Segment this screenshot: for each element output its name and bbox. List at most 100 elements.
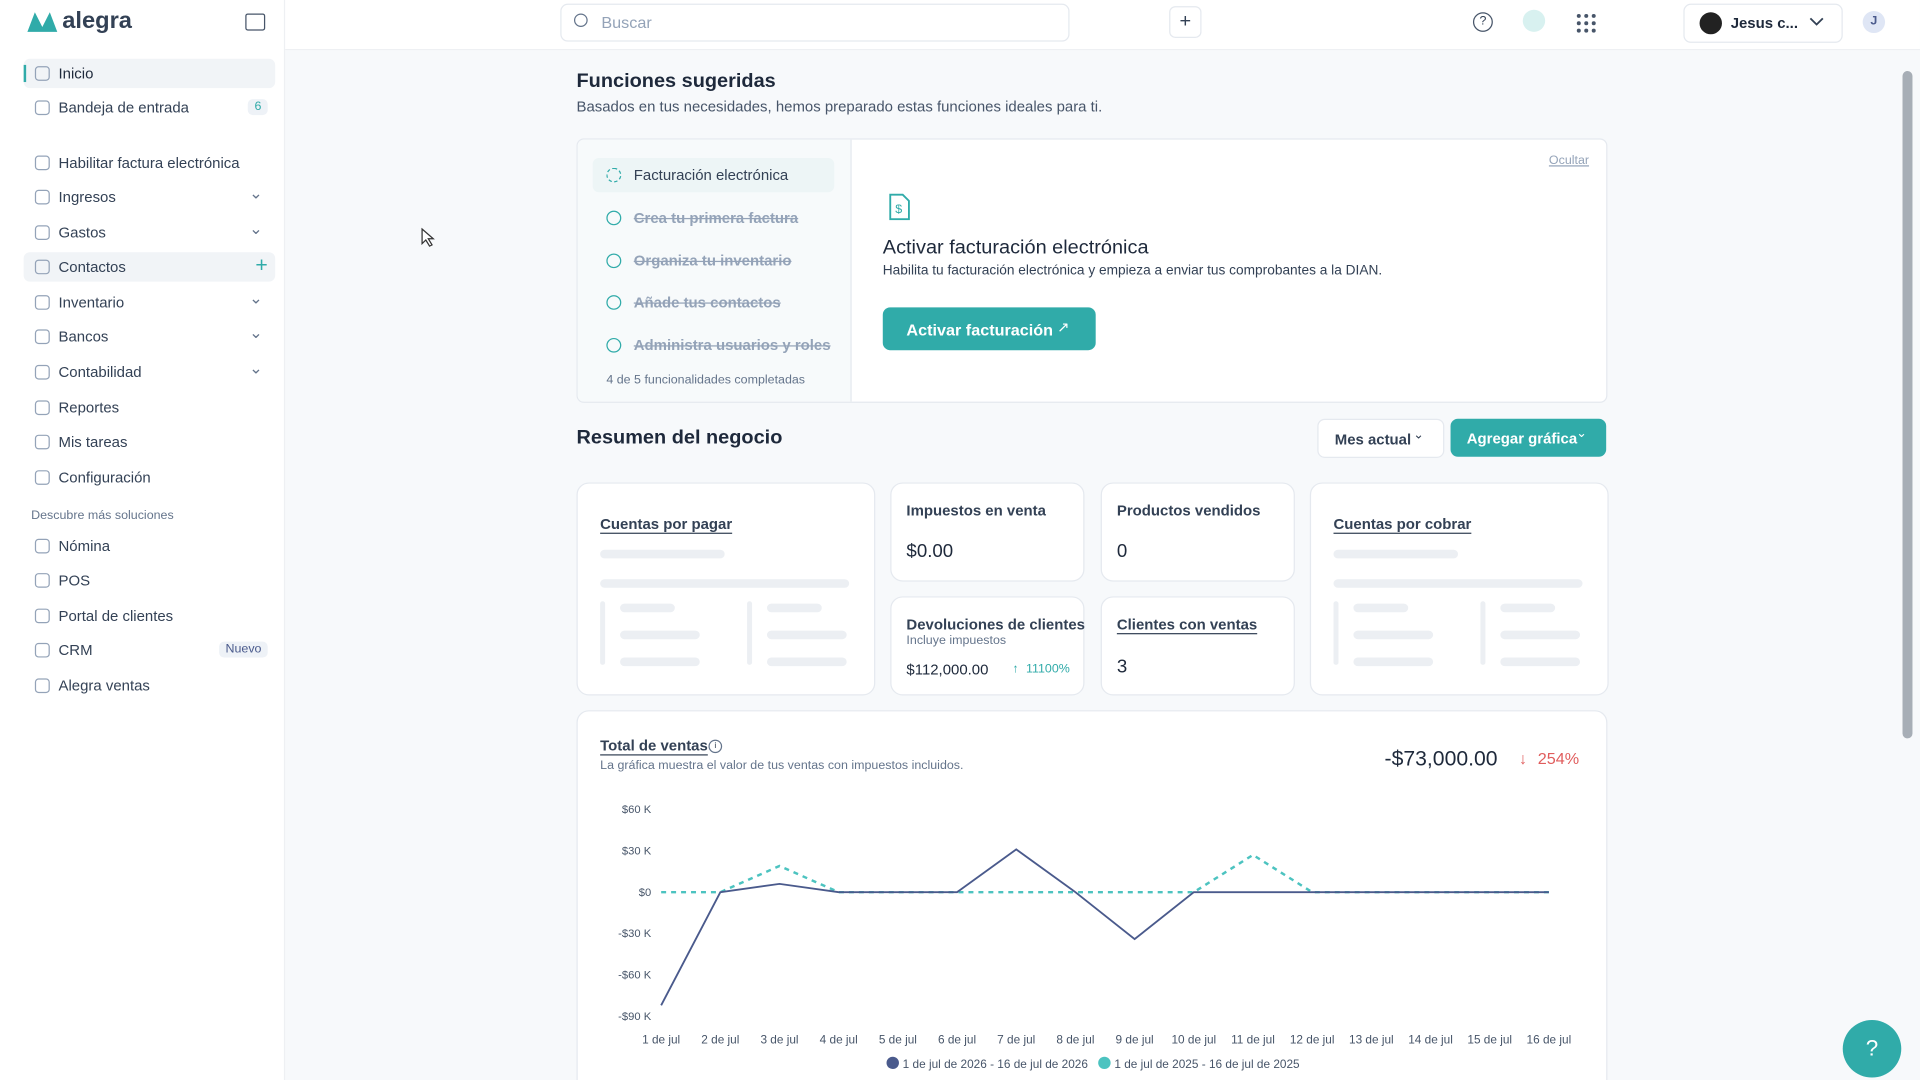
nav-icon bbox=[34, 66, 50, 81]
nav-item[interactable]: Nómina bbox=[24, 531, 276, 560]
skeleton bbox=[766, 657, 847, 667]
add-contact[interactable]: + bbox=[255, 253, 268, 277]
step-icon bbox=[606, 338, 622, 353]
search-box[interactable]: Buscar bbox=[560, 3, 1070, 42]
nav-icon bbox=[34, 608, 50, 624]
clients-card: Clientes con ventas 3 bbox=[1100, 596, 1295, 696]
card-title[interactable]: Cuentas por cobrar bbox=[1333, 515, 1472, 533]
hide-link[interactable]: Ocultar bbox=[1548, 154, 1590, 168]
chat-icon[interactable] bbox=[1522, 9, 1546, 32]
nav-item[interactable]: Mis tareas bbox=[24, 427, 276, 456]
nav-label: Inicio bbox=[58, 64, 94, 83]
nav-label: CRM bbox=[58, 641, 93, 659]
add-button[interactable]: + bbox=[1169, 6, 1202, 38]
nav-icon bbox=[34, 470, 50, 485]
nav-item[interactable]: POS bbox=[24, 566, 276, 595]
nav-item[interactable]: Reportes bbox=[24, 393, 276, 422]
legend-label: 1 de jul de 2026 - 16 de jul de 2026 bbox=[903, 1058, 1088, 1071]
nav-item[interactable]: CRM Nuevo bbox=[24, 636, 276, 665]
nav-item[interactable]: Contactos + bbox=[23, 252, 276, 282]
arrow-up: ↑ bbox=[1012, 662, 1019, 676]
x-tick-label: 4 de jul bbox=[820, 1033, 858, 1046]
card-value: 0 bbox=[1116, 541, 1128, 563]
apps-icon[interactable] bbox=[1576, 13, 1596, 33]
chevron: ⌄ bbox=[249, 288, 263, 308]
nav-item[interactable]: Inventario ⌄ bbox=[24, 288, 276, 317]
step-label[interactable]: Facturación electrónica bbox=[633, 166, 789, 184]
x-tick-label: 5 de jul bbox=[879, 1033, 917, 1046]
returns-card: Devoluciones de clientes Incluye impuest… bbox=[890, 596, 1085, 696]
sidebar-toggle[interactable] bbox=[245, 13, 266, 31]
skeleton bbox=[600, 601, 606, 665]
chevron: ⌄ bbox=[1576, 427, 1587, 441]
nav-item[interactable]: Portal de clientes bbox=[24, 601, 276, 630]
nav-icon bbox=[34, 189, 50, 205]
card-title: Devoluciones de clientes bbox=[906, 615, 1085, 634]
nav-item[interactable]: Alegra ventas bbox=[24, 671, 276, 700]
step-label[interactable]: Administra usuarios y roles bbox=[633, 336, 831, 355]
y-tick-label: $30 K bbox=[622, 846, 652, 858]
nav-label: Bandeja de entrada bbox=[58, 99, 189, 117]
skeleton bbox=[620, 603, 675, 613]
skeleton bbox=[1500, 657, 1581, 667]
nav-label: Gastos bbox=[58, 224, 106, 242]
info-icon[interactable]: i bbox=[708, 739, 723, 754]
help-button[interactable]: ? bbox=[1842, 1020, 1902, 1078]
help-icon[interactable]: ? bbox=[1472, 12, 1493, 32]
progress: 4 de 5 funcionalidades completadas bbox=[606, 373, 806, 387]
nav-item[interactable]: Bancos ⌄ bbox=[24, 322, 276, 351]
nav-item[interactable]: Ingresos ⌄ bbox=[24, 182, 276, 211]
y-tick-label: -$90 K bbox=[618, 1011, 652, 1023]
chevron: ⌄ bbox=[249, 219, 263, 238]
nav-icon bbox=[34, 538, 50, 554]
card-title: Productos vendidos bbox=[1116, 502, 1261, 520]
x-tick-label: 13 de jul bbox=[1349, 1033, 1394, 1046]
nav-label: Alegra ventas bbox=[58, 677, 150, 695]
legend-label: 1 de jul de 2025 - 16 de jul de 2025 bbox=[1114, 1058, 1300, 1071]
chart-change: 254% bbox=[1537, 749, 1580, 768]
x-tick-label: 10 de jul bbox=[1171, 1033, 1216, 1046]
nav-item[interactable]: Inicio bbox=[23, 58, 276, 89]
nav-item[interactable]: Configuración bbox=[24, 463, 276, 492]
nav-item[interactable]: Bandeja de entrada 6 bbox=[24, 93, 276, 122]
activate-button[interactable]: Activar facturación ↗ bbox=[882, 307, 1096, 351]
card-value: 3 bbox=[1116, 656, 1128, 678]
y-tick-label: -$60 K bbox=[618, 970, 652, 982]
nav-item[interactable]: Gastos ⌄ bbox=[24, 218, 276, 247]
search-placeholder: Buscar bbox=[601, 13, 652, 32]
nav-label: Habilitar factura electrónica bbox=[58, 154, 240, 172]
card-note: Incluye impuestos bbox=[906, 634, 1007, 648]
period-select[interactable]: Mes actual ⌄ bbox=[1317, 418, 1445, 458]
card-title[interactable]: Clientes con ventas bbox=[1116, 615, 1258, 634]
nav-item[interactable]: Habilitar factura electrónica bbox=[24, 148, 276, 177]
add-chart-label: Agregar gráfica bbox=[1466, 429, 1578, 447]
card-value: $0.00 bbox=[906, 541, 954, 563]
step-label[interactable]: Organiza tu inventario bbox=[633, 251, 792, 269]
avatar[interactable]: J bbox=[1862, 11, 1886, 34]
nav-icon bbox=[34, 155, 50, 171]
nav-label: Ingresos bbox=[58, 188, 116, 206]
x-tick-label: 15 de jul bbox=[1467, 1033, 1512, 1046]
user-menu[interactable]: Jesus c... bbox=[1683, 3, 1843, 43]
step-label[interactable]: Añade tus contactos bbox=[633, 294, 781, 312]
add-chart-button[interactable]: Agregar gráfica ⌄ bbox=[1450, 418, 1607, 457]
skeleton bbox=[1500, 630, 1581, 640]
card-title[interactable]: Cuentas por pagar bbox=[600, 515, 733, 533]
step-icon bbox=[606, 167, 622, 183]
scrollbar[interactable] bbox=[1902, 71, 1913, 739]
chart-title[interactable]: Total de ventas bbox=[600, 737, 708, 755]
skeleton bbox=[1353, 630, 1434, 640]
x-tick-label: 14 de jul bbox=[1408, 1033, 1453, 1046]
nav-item[interactable]: Contabilidad ⌄ bbox=[24, 358, 276, 387]
legend-swatch bbox=[1098, 1056, 1111, 1069]
logo-icon bbox=[27, 12, 58, 32]
suggested-card: 4 de 5 funcionalidades completadas Ocult… bbox=[576, 138, 1608, 403]
step-label[interactable]: Crea tu primera factura bbox=[633, 209, 799, 227]
legend-swatch bbox=[886, 1056, 899, 1069]
chevron: ⌄ bbox=[1413, 428, 1424, 443]
skeleton bbox=[1353, 657, 1434, 667]
skeleton bbox=[620, 630, 700, 640]
nav-icon bbox=[34, 642, 50, 658]
x-tick-label: 16 de jul bbox=[1527, 1033, 1572, 1046]
x-tick-label: 7 de jul bbox=[997, 1033, 1035, 1046]
